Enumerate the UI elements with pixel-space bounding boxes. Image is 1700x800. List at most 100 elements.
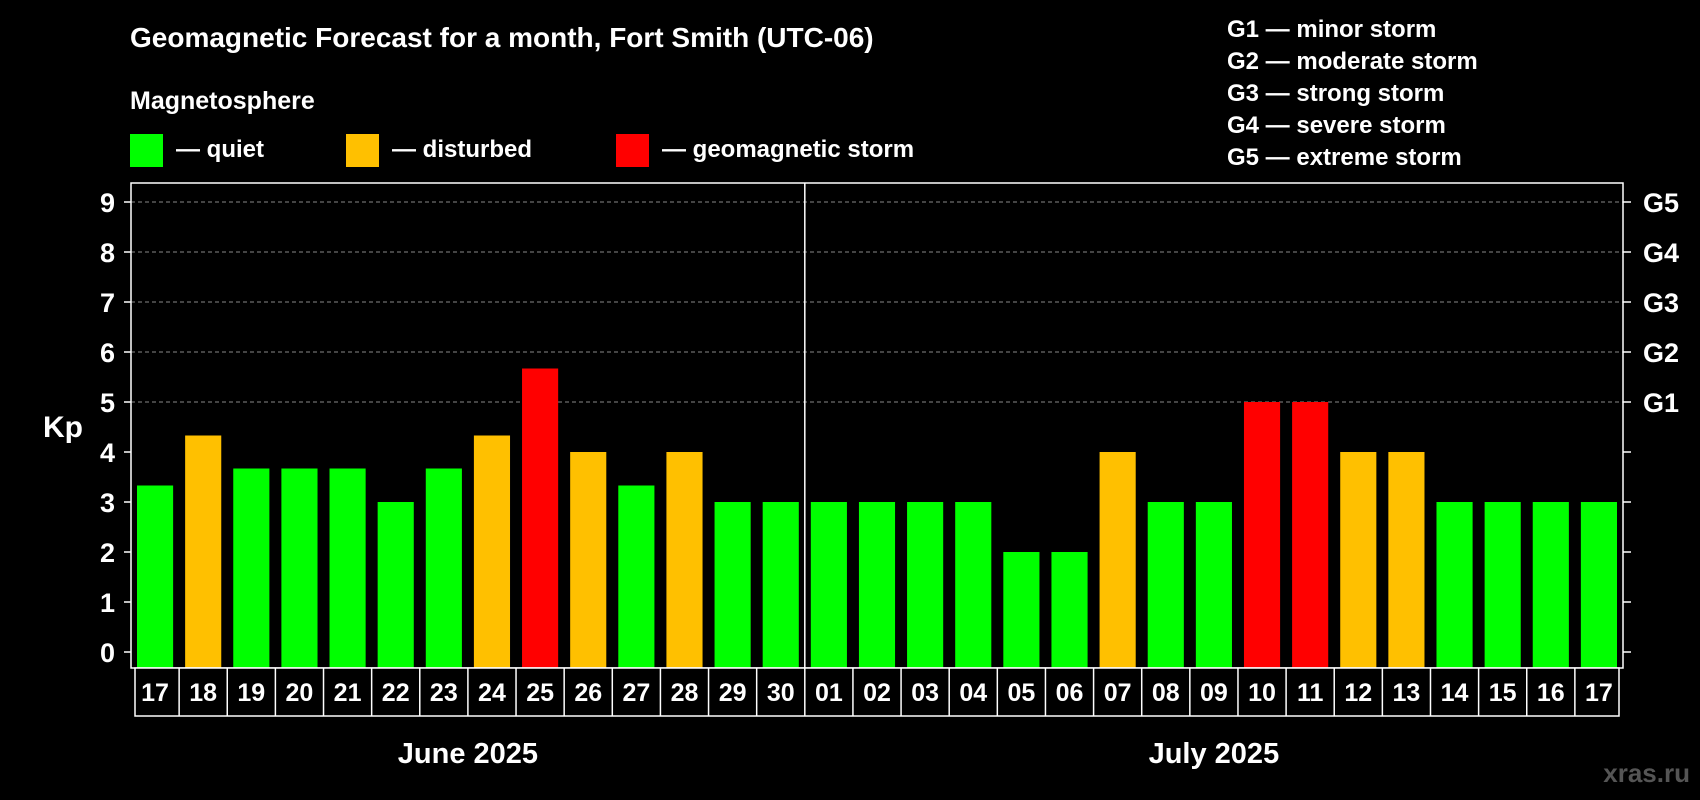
bar-14 — [810, 502, 847, 668]
bar-27 — [1436, 502, 1473, 668]
legend-label-quiet: — quiet — [176, 136, 264, 163]
bar-8 — [522, 368, 559, 668]
x-tick-label-27: 14 — [1441, 679, 1469, 707]
y-tick-label-9: 9 — [100, 188, 115, 218]
x-tick-label-1: 18 — [189, 679, 217, 707]
x-tick-label-16: 03 — [911, 679, 939, 707]
storm-level-axis: G1 G2 G3 G4 G5 — [1623, 188, 1679, 653]
legend-swatch-quiet — [130, 134, 163, 167]
bar-19 — [1051, 552, 1088, 668]
x-axis: 17 18 19 20 21 22 23 24 25 26 27 28 29 30 01 02 03 04 05 06… — [134, 667, 1620, 717]
legend-title: Magnetosphere — [130, 87, 315, 115]
x-tick-label-25: 12 — [1344, 679, 1372, 707]
bar-26 — [1388, 452, 1425, 668]
y-axis-label: Kp — [43, 411, 83, 444]
bar-0 — [137, 485, 174, 668]
bar-1 — [185, 435, 222, 668]
bars — [137, 368, 1617, 668]
x-tick-label-22: 09 — [1200, 679, 1228, 707]
bar-18 — [1003, 552, 1040, 668]
legend: — quiet — disturbed — geomagnetic storm — [130, 134, 914, 167]
bar-20 — [1099, 452, 1136, 668]
watermark: xras.ru — [1603, 758, 1690, 788]
x-tick-label-17: 04 — [959, 679, 987, 707]
bar-21 — [1147, 502, 1184, 668]
x-tick-label-10: 27 — [622, 679, 650, 707]
bar-24 — [1292, 402, 1329, 668]
x-tick-label-20: 07 — [1104, 679, 1132, 707]
x-tick-label-21: 08 — [1152, 679, 1180, 707]
bar-17 — [955, 502, 992, 668]
bar-11 — [666, 452, 703, 668]
bar-4 — [329, 468, 366, 668]
x-tick-label-26: 13 — [1393, 679, 1421, 707]
month-label-1: July 2025 — [1149, 738, 1280, 770]
bar-23 — [1243, 402, 1281, 668]
x-tick-label-4: 21 — [334, 679, 362, 707]
bar-6 — [425, 468, 462, 668]
bar-30 — [1580, 502, 1617, 668]
x-tick-label-6: 23 — [430, 679, 458, 707]
month-label-0: June 2025 — [398, 738, 538, 770]
legend-label-storm: — geomagnetic storm — [662, 136, 914, 163]
x-tick-label-5: 22 — [382, 679, 410, 707]
y-tick-label-0: 0 — [100, 638, 115, 668]
storm-level-label-G2: G2 — [1643, 338, 1679, 368]
bar-10 — [618, 485, 655, 668]
y-tick-label-2: 2 — [100, 538, 115, 568]
y-tick-label-4: 4 — [100, 438, 115, 468]
storm-scale-g2: G2 — moderate storm — [1227, 48, 1478, 75]
x-tick-label-9: 26 — [574, 679, 602, 707]
bar-9 — [570, 452, 607, 668]
chart-title: Geomagnetic Forecast for a month, Fort S… — [130, 22, 874, 53]
x-tick-label-29: 16 — [1537, 679, 1565, 707]
legend-swatch-disturbed — [346, 134, 379, 167]
x-tick-label-14: 01 — [815, 679, 843, 707]
bar-28 — [1484, 502, 1521, 668]
x-tick-label-28: 15 — [1489, 679, 1517, 707]
x-tick-label-18: 05 — [1007, 679, 1035, 707]
bar-5 — [377, 502, 414, 668]
grid-lines — [131, 201, 1623, 403]
bar-3 — [281, 468, 318, 668]
x-tick-label-23: 10 — [1248, 679, 1276, 707]
x-tick-label-11: 28 — [671, 679, 699, 707]
x-tick-label-0: 17 — [141, 679, 169, 707]
x-tick-label-8: 25 — [526, 679, 554, 707]
x-tick-label-15: 02 — [863, 679, 891, 707]
storm-scale-g1: G1 — minor storm — [1227, 16, 1436, 43]
storm-level-label-G1: G1 — [1643, 388, 1679, 418]
bar-16 — [907, 502, 944, 668]
month-labels: June 2025 July 2025 — [398, 738, 1279, 770]
y-tick-label-5: 5 — [100, 388, 115, 418]
bar-12 — [714, 502, 751, 668]
y-tick-label-7: 7 — [100, 288, 115, 318]
x-tick-label-2: 19 — [237, 679, 265, 707]
storm-level-label-G3: G3 — [1643, 288, 1679, 318]
bar-25 — [1340, 452, 1377, 668]
x-tick-label-13: 30 — [767, 679, 795, 707]
bar-13 — [762, 502, 799, 668]
day-box-strip — [134, 667, 1620, 717]
storm-scale-g3: G3 — strong storm — [1227, 80, 1444, 107]
legend-label-disturbed: — disturbed — [392, 136, 532, 163]
bar-29 — [1532, 502, 1569, 668]
y-tick-label-6: 6 — [100, 338, 115, 368]
y-tick-label-1: 1 — [100, 588, 115, 618]
storm-scale-g5: G5 — extreme storm — [1227, 144, 1462, 171]
bar-15 — [858, 502, 896, 668]
x-tick-label-7: 24 — [478, 679, 506, 707]
storm-level-label-G5: G5 — [1643, 188, 1679, 218]
x-tick-label-12: 29 — [719, 679, 747, 707]
x-tick-label-3: 20 — [286, 679, 314, 707]
storm-scale-g4: G4 — severe storm — [1227, 112, 1446, 139]
x-tick-label-24: 11 — [1297, 679, 1324, 707]
y-tick-label-3: 3 — [100, 488, 115, 518]
bar-22 — [1195, 502, 1232, 668]
bar-7 — [473, 435, 511, 668]
x-tick-label-19: 06 — [1056, 679, 1084, 707]
y-axis: 0 1 2 3 4 5 6 7 8 9 — [100, 188, 131, 668]
storm-level-label-G4: G4 — [1643, 238, 1679, 268]
y-tick-label-8: 8 — [100, 238, 115, 268]
